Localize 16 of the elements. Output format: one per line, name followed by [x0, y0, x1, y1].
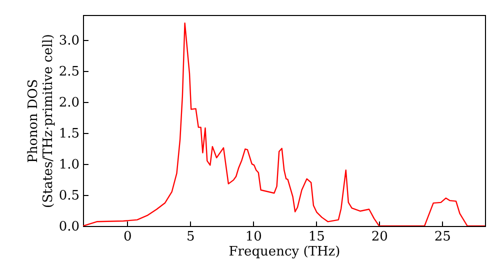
y-tick-label: 0.5: [58, 188, 80, 204]
x-tick-label: 25: [434, 230, 451, 244]
line-series: [83, 22, 485, 226]
y-axis-title: Phonon DOS (States/THz·primitive cell): [26, 34, 56, 208]
x-axis-title: Frequency (THz): [228, 244, 340, 260]
x-tick-label: 20: [371, 230, 388, 244]
x-tick-label: 0: [123, 230, 132, 244]
x-tick-label: 5: [186, 230, 195, 244]
y-tick-label: 1.0: [58, 157, 80, 172]
y-tick-label: 0.0: [58, 220, 80, 234]
y-tick-label: 2.0: [58, 95, 80, 110]
y-tick-label: 2.5: [58, 64, 80, 80]
x-tick-label: 15: [308, 230, 325, 244]
x-tick-label: 10: [245, 230, 262, 244]
y-tick-label: 1.5: [58, 126, 80, 142]
y-tick-label: 3.0: [58, 33, 80, 48]
